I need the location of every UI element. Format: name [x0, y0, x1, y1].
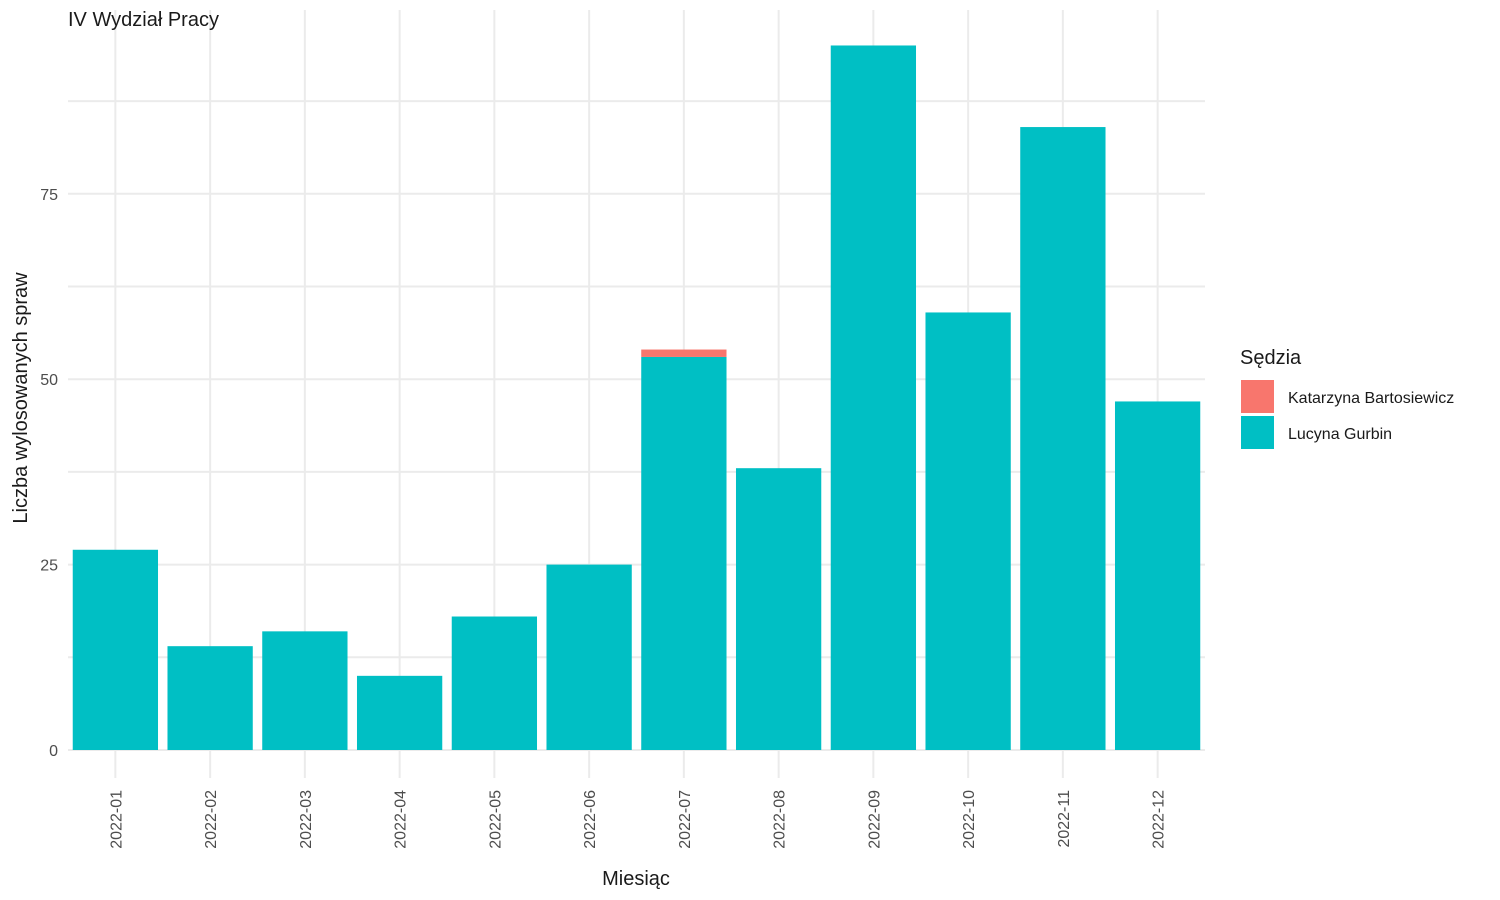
y-tick-label: 50 — [40, 372, 58, 389]
x-tick-label: 2022-12 — [1151, 790, 1168, 849]
legend-swatch — [1241, 416, 1274, 449]
legend: Sędzia Katarzyna Bartosiewicz Lucyna Gurb… — [1240, 347, 1454, 449]
bar — [925, 312, 1011, 750]
bar — [1020, 127, 1106, 750]
x-axis-title: Miesiąc — [602, 868, 670, 890]
x-tick-label: 2022-09 — [866, 790, 883, 849]
x-axis-ticks: 2022-01 2022-02 2022-03 2022-04 2022-05 2022-… — [108, 790, 1167, 849]
bar — [546, 564, 632, 750]
x-tick-label: 2022-08 — [772, 790, 789, 849]
x-tick-label: 2022-10 — [961, 790, 978, 849]
bar — [72, 549, 159, 750]
bar — [356, 675, 443, 750]
y-axis-ticks: 0 25 50 75 — [40, 187, 58, 760]
legend-label: Lucyna Gurbin — [1288, 426, 1392, 443]
bars — [72, 45, 1201, 751]
bar — [262, 631, 348, 750]
y-tick-label: 0 — [49, 743, 58, 760]
x-tick-label: 2022-02 — [203, 790, 220, 849]
x-tick-label: 2022-06 — [582, 790, 599, 849]
y-tick-label: 25 — [40, 558, 58, 575]
y-tick-label: 75 — [40, 187, 58, 204]
legend-title: Sędzia — [1240, 347, 1302, 369]
bar — [1114, 401, 1201, 750]
chart-title: IV Wydział Pracy — [68, 9, 219, 31]
bar — [641, 349, 727, 357]
x-tick-label: 2022-07 — [677, 790, 694, 849]
x-tick-label: 2022-04 — [393, 790, 410, 849]
bar — [167, 646, 253, 750]
legend-label: Katarzyna Bartosiewicz — [1288, 390, 1454, 407]
x-tick-label: 2022-05 — [487, 790, 504, 849]
bar — [735, 468, 822, 750]
bar — [641, 356, 727, 750]
legend-swatch — [1241, 380, 1274, 413]
x-tick-label: 2022-03 — [298, 790, 315, 849]
bar — [830, 45, 917, 751]
legend-items: Katarzyna Bartosiewicz Lucyna Gurbin — [1241, 380, 1454, 449]
x-tick-label: 2022-01 — [108, 790, 125, 849]
y-axis-title: Liczba wylosowanych spraw — [10, 272, 32, 524]
x-tick-label: 2022-11 — [1056, 790, 1073, 848]
bar — [451, 616, 538, 750]
